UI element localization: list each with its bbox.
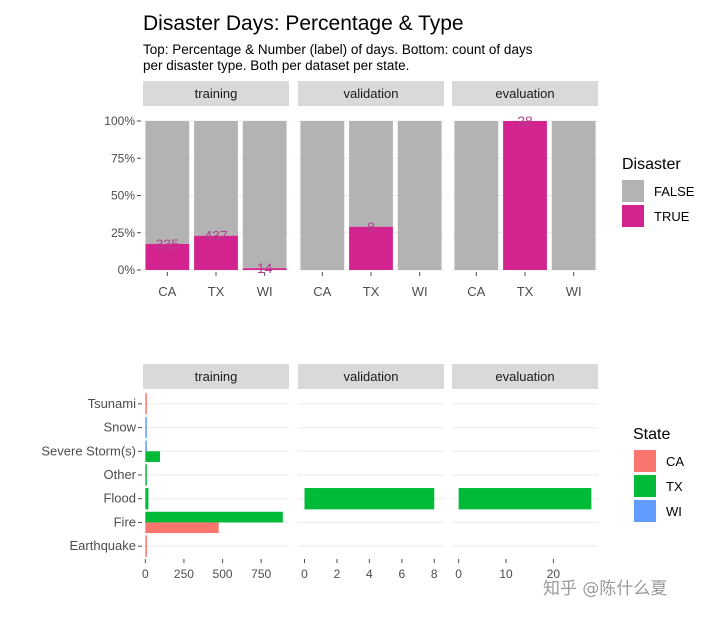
bottom-x-tick-label: 4 bbox=[366, 567, 373, 581]
hbar-training-Severe Storm(s)-WI bbox=[145, 440, 147, 452]
legend-true-swatch bbox=[622, 205, 644, 227]
bar-false-evaluation-WI bbox=[551, 121, 596, 270]
top-percentage-plot: 0% 25% 50% 75% 100% training 335 CA 437 TX 14 WI val… bbox=[104, 81, 598, 299]
top-x-tick-label-CA: CA bbox=[467, 284, 485, 299]
top-x-tick-label-TX: TX bbox=[363, 284, 380, 299]
bottom-strip-validation bbox=[298, 364, 444, 389]
top-x-tick-label-WI: WI bbox=[412, 284, 428, 299]
bottom-x-tick-label: 750 bbox=[251, 567, 271, 581]
top-x-tick-label-TX: TX bbox=[517, 284, 534, 299]
legend-true-label: TRUE bbox=[654, 209, 690, 224]
bar-false-validation-TX bbox=[349, 121, 393, 227]
bar-true-validation-TX bbox=[349, 226, 393, 270]
legend-ca-swatch bbox=[634, 450, 656, 472]
bottom-x-tick-label: 10 bbox=[499, 567, 513, 581]
legend-ca-label: CA bbox=[666, 454, 684, 469]
bottom-x-tick-label: 250 bbox=[174, 567, 194, 581]
bar-true-evaluation-TX bbox=[503, 121, 547, 270]
bar-false-evaluation-CA bbox=[454, 121, 499, 270]
top-y-tick-label: 0% bbox=[118, 263, 136, 277]
hbar-training-Other-TX bbox=[145, 464, 147, 486]
chart-subtitle-line2: per disaster type. Both per dataset per … bbox=[143, 58, 409, 73]
top-x-tick-label-WI: WI bbox=[257, 284, 273, 299]
top-strip-label-evaluation: evaluation bbox=[495, 86, 554, 101]
top-strip-label-training: training bbox=[195, 86, 238, 101]
bottom-y-tick-label: Earthquake bbox=[70, 538, 137, 553]
bottom-y-tick-label: Other bbox=[103, 467, 136, 482]
chart-subtitle-line1: Top: Percentage & Number (label) of days… bbox=[143, 42, 533, 57]
legend-false-label: FALSE bbox=[654, 184, 695, 199]
hbar-training-Snow-WI bbox=[145, 416, 147, 439]
bottom-y-tick-label: Tsunami bbox=[88, 396, 137, 411]
top-y-tick-label: 25% bbox=[111, 226, 135, 240]
hbar-validation-Flood-TX bbox=[304, 488, 435, 510]
top-x-tick-label-CA: CA bbox=[313, 284, 331, 299]
hbar-training-Flood-TX bbox=[145, 488, 149, 510]
legend-disaster-title: Disaster bbox=[622, 156, 681, 173]
top-x-tick-label-TX: TX bbox=[208, 284, 225, 299]
legend-state-title: State bbox=[633, 426, 670, 443]
bar-true-training-TX bbox=[194, 235, 238, 270]
top-strip-label-validation: validation bbox=[344, 86, 399, 101]
bar-false-training-TX bbox=[194, 121, 238, 236]
legend-disaster: Disaster FALSE TRUE bbox=[622, 156, 695, 227]
bar-false-training-WI bbox=[242, 121, 287, 269]
top-y-tick-label: 50% bbox=[111, 189, 135, 203]
top-strip-validation bbox=[298, 81, 444, 106]
top-y-tick-label: 75% bbox=[111, 151, 135, 165]
bar-false-validation-WI bbox=[397, 121, 442, 270]
hbar-training-Earthquake-CA bbox=[145, 535, 147, 557]
legend-wi-label: WI bbox=[666, 504, 682, 519]
bottom-x-tick-label: 0 bbox=[301, 567, 308, 581]
bottom-y-tick-label: Flood bbox=[103, 491, 136, 506]
bottom-x-tick-label: 6 bbox=[398, 567, 405, 581]
data-label-training-TX: 437 bbox=[204, 228, 228, 244]
hbar-evaluation-Flood-TX bbox=[458, 488, 592, 510]
hbar-training-Severe Storm(s)-TX bbox=[145, 451, 160, 462]
bottom-y-tick-label: Fire bbox=[114, 514, 136, 529]
bottom-strip-label-validation: validation bbox=[344, 369, 399, 384]
bottom-strip-training bbox=[143, 364, 289, 389]
data-label-training-WI: 14 bbox=[257, 260, 273, 276]
data-label-training-CA: 335 bbox=[156, 236, 180, 252]
bottom-strip-label-evaluation: evaluation bbox=[495, 369, 554, 384]
hbar-training-Fire-CA bbox=[145, 522, 219, 534]
top-x-tick-label-WI: WI bbox=[566, 284, 582, 299]
legend-tx-swatch bbox=[634, 475, 656, 497]
legend-false-swatch bbox=[622, 180, 644, 202]
bottom-x-tick-label: 500 bbox=[213, 567, 233, 581]
legend-tx-label: TX bbox=[666, 479, 683, 494]
hbar-training-Tsunami-CA bbox=[145, 393, 147, 415]
top-y-tick-label: 100% bbox=[104, 114, 135, 128]
bar-true-training-CA bbox=[145, 243, 190, 270]
legend-wi-swatch bbox=[634, 500, 656, 522]
chart-title: Disaster Days: Percentage & Type bbox=[143, 12, 464, 35]
bottom-y-tick-label: Severe Storm(s) bbox=[41, 443, 136, 458]
bar-true-training-WI bbox=[242, 268, 287, 270]
watermark: 知乎 @陈什么夏 bbox=[543, 579, 667, 599]
data-label-validation-TX: 8 bbox=[367, 219, 375, 235]
bottom-x-tick-label: 20 bbox=[547, 567, 561, 581]
data-label-evaluation-TX: 28 bbox=[517, 113, 533, 129]
top-strip-training bbox=[143, 81, 289, 106]
top-x-tick-label-CA: CA bbox=[158, 284, 176, 299]
top-strip-evaluation bbox=[452, 81, 598, 106]
bottom-strip-label-training: training bbox=[195, 369, 238, 384]
bar-false-validation-CA bbox=[300, 121, 345, 270]
bar-false-training-CA bbox=[145, 121, 190, 244]
bottom-x-tick-label: 8 bbox=[431, 567, 438, 581]
bottom-strip-evaluation bbox=[452, 364, 598, 389]
bottom-y-tick-label: Snow bbox=[103, 420, 136, 435]
hbar-training-Fire-TX bbox=[145, 511, 283, 523]
bottom-type-plot: Earthquake Fire Flood Other Severe Storm(s) S… bbox=[41, 364, 598, 581]
legend-state: State CA TX WI bbox=[633, 426, 684, 522]
bottom-x-tick-label: 0 bbox=[455, 567, 462, 581]
bottom-x-tick-label: 0 bbox=[142, 567, 149, 581]
bottom-x-tick-label: 2 bbox=[334, 567, 341, 581]
